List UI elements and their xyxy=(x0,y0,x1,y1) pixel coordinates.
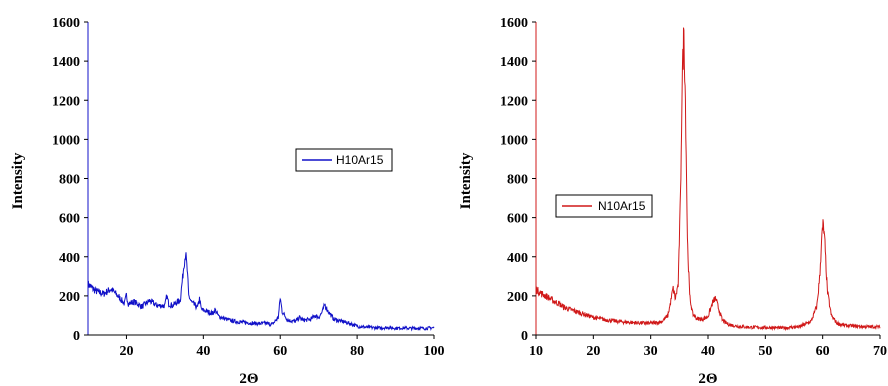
chart-left-ytick-label: 1200 xyxy=(52,94,80,109)
chart-right-ytick-label: 0 xyxy=(521,329,528,344)
chart-right-ytick-label: 800 xyxy=(507,173,528,188)
chart-left-series-line-0 xyxy=(87,252,435,332)
chart-right-legend-label: N10Ar15 xyxy=(598,199,646,213)
chart-left-legend: H10Ar15 xyxy=(295,148,393,172)
chart-left-ytick-label: 800 xyxy=(59,173,80,188)
chart-right-ytick-label: 1600 xyxy=(500,16,528,31)
chart-left-ytick-label: 600 xyxy=(59,212,80,227)
chart-left-ytick-label: 1600 xyxy=(52,16,80,31)
chart-right-ytick-label: 1400 xyxy=(500,55,528,70)
chart-left-xtick-label: 60 xyxy=(273,344,287,359)
chart-right-xtick-label: 60 xyxy=(816,344,830,359)
chart-right-xtick-label: 50 xyxy=(758,344,772,359)
chart-right: Intensity 2Θ 0 200 400 600 800 1000 1200 1400 16… xyxy=(458,16,887,386)
chart-right-xtick-label: 20 xyxy=(586,344,600,359)
chart-left-ytick-label: 1400 xyxy=(52,55,80,70)
chart-right-xlabel: 2Θ xyxy=(698,371,717,386)
chart-right-xtick-label: 40 xyxy=(701,344,715,359)
chart-left-xlabel: 2Θ xyxy=(239,371,258,386)
chart-left-ytick-label: 200 xyxy=(59,290,80,305)
chart-right-ytick-label: 1000 xyxy=(500,133,528,148)
chart-left-xtick-label: 20 xyxy=(119,344,133,359)
chart-left-ylabel: Intensity xyxy=(10,152,26,209)
chart-left: Intensity 2Θ 0 200 400 600 800 1000 1200 1400 16… xyxy=(10,16,445,386)
chart-right-ytick-label: 400 xyxy=(507,251,528,266)
chart-left-legend-box xyxy=(295,148,393,172)
chart-left-xtick-label: 80 xyxy=(350,344,364,359)
chart-right-legend-box xyxy=(555,194,653,218)
chart-left-plot-area: 0 200 400 600 800 1000 1200 1400 1600 20 40 60 80 100 xyxy=(52,16,445,359)
chart-left-ytick-label: 1000 xyxy=(52,133,80,148)
chart-left-ytick-label: 400 xyxy=(59,251,80,266)
chart-right-ylabel: Intensity xyxy=(458,152,474,209)
chart-left-xtick-label: 100 xyxy=(424,344,445,359)
chart-right-xtick-label: 70 xyxy=(873,344,887,359)
chart-right-series-line-0 xyxy=(535,27,881,332)
chart-right-legend: N10Ar15 xyxy=(555,194,653,218)
chart-right-plot-area: 0 200 400 600 800 1000 1200 1400 1600 10 20 30 40 50 6… xyxy=(500,16,887,359)
chart-left-ytick-label: 0 xyxy=(73,329,80,344)
chart-left-xtick-label: 40 xyxy=(196,344,210,359)
chart-right-xtick-label: 10 xyxy=(529,344,543,359)
chart-right-ytick-label: 200 xyxy=(507,290,528,305)
chart-right-ytick-label: 600 xyxy=(507,212,528,227)
chart-right-xtick-label: 30 xyxy=(644,344,658,359)
chart-left-legend-label: H10Ar15 xyxy=(336,153,384,167)
chart-right-ytick-label: 1200 xyxy=(500,94,528,109)
